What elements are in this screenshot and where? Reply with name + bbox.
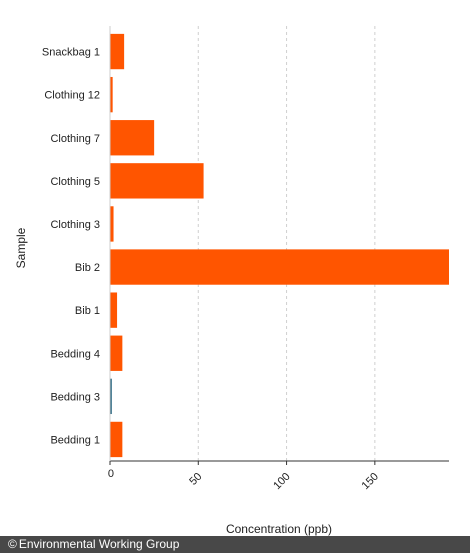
x-tick-label: 0: [108, 468, 114, 480]
bar-snackbag-1: [110, 33, 125, 70]
x-tick-labels: 0 50 100 150: [108, 461, 381, 492]
x-axis-title: Concentration (ppb): [226, 522, 332, 536]
bar-clothing-5: [110, 163, 204, 199]
category-label: Clothing 5: [50, 176, 100, 188]
footer-credit-text: Environmental Working Group: [18, 537, 180, 551]
bar-bib-1: [110, 292, 118, 328]
bar-bedding-3: [110, 378, 112, 415]
category-label: Bedding 3: [50, 391, 100, 403]
category-label: Snackbag 1: [42, 47, 100, 59]
grid-lines: [197, 26, 376, 461]
y-axis-title: Sample: [14, 227, 28, 268]
bar-clothing-12: [110, 76, 113, 113]
x-tick-label: 100: [271, 471, 292, 492]
bar-clothing-3: [110, 206, 114, 242]
category-label: Clothing 3: [50, 219, 100, 231]
category-labels: Snackbag 1 Clothing 12 Clothing 7 Clothing …: [42, 47, 100, 447]
category-label: Bedding 1: [50, 434, 100, 446]
x-tick-label: 50: [187, 471, 204, 488]
x-tick-label: 150: [359, 471, 380, 492]
footer-credit: © Environmental Working Group: [8, 537, 179, 552]
bars: [110, 33, 449, 458]
bar-bib-2: [110, 249, 449, 285]
bar-clothing-7: [110, 120, 155, 156]
category-label: Clothing 12: [44, 90, 100, 102]
category-label: Bedding 4: [50, 348, 100, 360]
footer-bar: [0, 536, 470, 553]
category-label: Bib 1: [75, 305, 100, 317]
category-label: Clothing 7: [50, 133, 100, 145]
bar-bedding-1: [110, 421, 123, 458]
bar-bedding-4: [110, 335, 123, 371]
copyright-icon: ©: [8, 537, 17, 551]
category-label: Bib 2: [75, 262, 100, 274]
